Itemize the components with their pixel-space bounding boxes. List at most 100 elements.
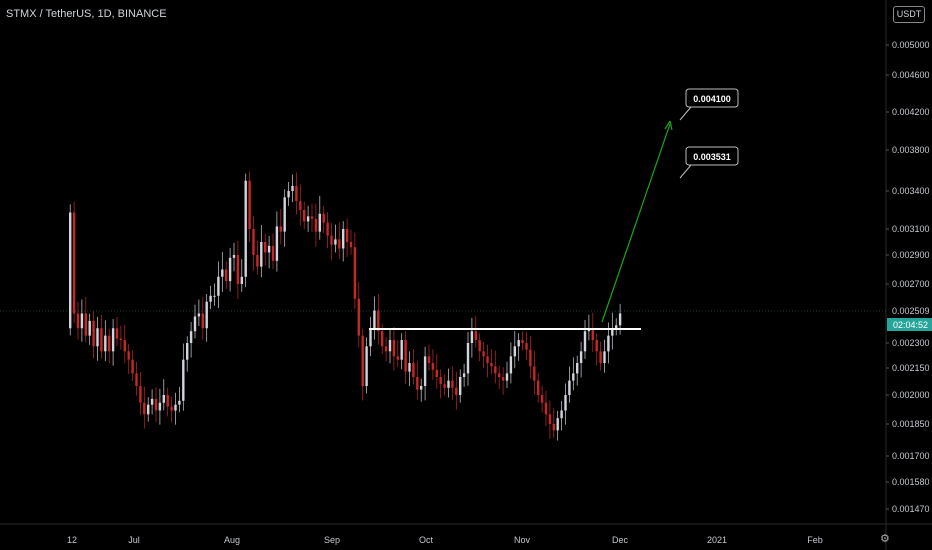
candle-body xyxy=(100,328,103,352)
candle-body xyxy=(318,213,321,232)
y-tick-label: 0.004200 xyxy=(892,107,930,117)
candle-body xyxy=(275,226,279,261)
candle-body xyxy=(509,356,513,374)
candle-body xyxy=(470,331,474,343)
candle-body xyxy=(279,226,282,232)
last-price-bg xyxy=(887,304,932,317)
candle-body xyxy=(408,363,411,372)
candle-body xyxy=(334,239,337,245)
callout-label: 0.004100 xyxy=(693,94,731,104)
candle-body xyxy=(108,335,111,352)
y-tick-label: 0.003800 xyxy=(892,145,930,155)
candle-body xyxy=(529,349,532,367)
candle-body xyxy=(135,373,138,386)
candle-body xyxy=(240,276,243,284)
candle-body xyxy=(252,229,255,255)
candle-body xyxy=(88,320,91,336)
candle-body xyxy=(583,331,587,352)
y-tick-label: 0.002150 xyxy=(892,363,930,373)
candle-body xyxy=(330,235,333,245)
candle-body xyxy=(603,351,606,363)
candle-body xyxy=(189,331,193,343)
projection-arrow[interactable] xyxy=(601,120,673,323)
candle-body xyxy=(420,386,423,390)
candle-body xyxy=(92,320,95,347)
candle-body xyxy=(143,402,146,415)
candle-body xyxy=(451,380,454,388)
candle-body xyxy=(127,351,130,360)
candle-body xyxy=(552,424,555,431)
time-axis: 12 Jul Aug Sep Oct Nov Dec 2021 Feb xyxy=(67,535,823,545)
candle-body xyxy=(607,335,610,352)
y-tick-label: 0.002700 xyxy=(892,279,930,289)
candle-body xyxy=(349,242,353,248)
currency-button[interactable]: USDT xyxy=(893,6,925,23)
candle-body xyxy=(423,356,427,386)
candle-body xyxy=(338,239,341,249)
candle-body xyxy=(201,313,204,329)
candle-body xyxy=(478,340,481,352)
candle-body xyxy=(271,245,275,261)
candle-body xyxy=(615,325,618,329)
x-tick-label: Sep xyxy=(324,535,340,545)
candle-body xyxy=(591,328,594,341)
candle-body xyxy=(119,338,123,341)
candle-body xyxy=(494,366,497,374)
callout-pointer xyxy=(679,106,692,121)
candle-body xyxy=(264,242,267,253)
callout-0003531[interactable]: 0.003531 xyxy=(679,146,739,179)
candle-body xyxy=(459,377,462,395)
candle-body xyxy=(322,213,325,223)
y-tick-label: 0.005000 xyxy=(892,40,930,50)
candle-body xyxy=(369,328,372,347)
y-tick-label: 0.001850 xyxy=(892,419,930,429)
callout-box xyxy=(685,88,739,108)
candle-body xyxy=(427,356,431,363)
y-tick-label: 0.001470 xyxy=(892,504,930,514)
gear-icon[interactable]: ⚙ xyxy=(880,533,890,545)
candle-body xyxy=(513,346,516,357)
last-price-tag: 0.002509 xyxy=(887,304,932,317)
candle-body xyxy=(361,335,364,386)
candle-body xyxy=(72,212,76,314)
arrow-head-icon xyxy=(664,120,673,131)
candle-body xyxy=(373,310,376,329)
candle-body xyxy=(291,185,294,191)
candle-body xyxy=(412,363,415,377)
y-tick-label: 0.002900 xyxy=(892,250,930,260)
candle-body xyxy=(595,340,598,352)
candle-body xyxy=(443,384,446,388)
candle-body xyxy=(139,386,142,403)
candle-body xyxy=(556,418,559,431)
x-tick-label: Feb xyxy=(807,535,823,545)
x-tick-label: Nov xyxy=(514,535,531,545)
callout-0004100[interactable]: 0.004100 xyxy=(679,88,739,121)
candle-body xyxy=(533,366,536,381)
candle-body xyxy=(303,210,306,222)
candle-body xyxy=(396,356,399,360)
candle-body xyxy=(568,380,571,395)
candle-body xyxy=(186,343,189,360)
candle-body xyxy=(69,212,72,329)
candle-body xyxy=(525,343,528,350)
candle-body xyxy=(388,340,392,352)
candle-body xyxy=(209,295,212,302)
candle-body xyxy=(283,197,286,232)
candle-body xyxy=(357,298,360,336)
callout-label: 0.003531 xyxy=(693,152,731,162)
candle-body xyxy=(462,373,466,377)
candle-body xyxy=(131,359,134,374)
y-tick-label: 0.002000 xyxy=(892,390,930,400)
candle-body xyxy=(217,276,220,296)
candle-body xyxy=(345,229,349,242)
candle-body xyxy=(486,356,489,363)
candle-body xyxy=(560,410,563,419)
candle-body xyxy=(166,395,169,407)
candle-body xyxy=(517,340,520,347)
candle-body xyxy=(221,269,224,277)
candle-body xyxy=(416,377,419,390)
candle-body xyxy=(342,229,345,249)
candle-body xyxy=(170,406,173,411)
candle-body xyxy=(162,395,165,403)
